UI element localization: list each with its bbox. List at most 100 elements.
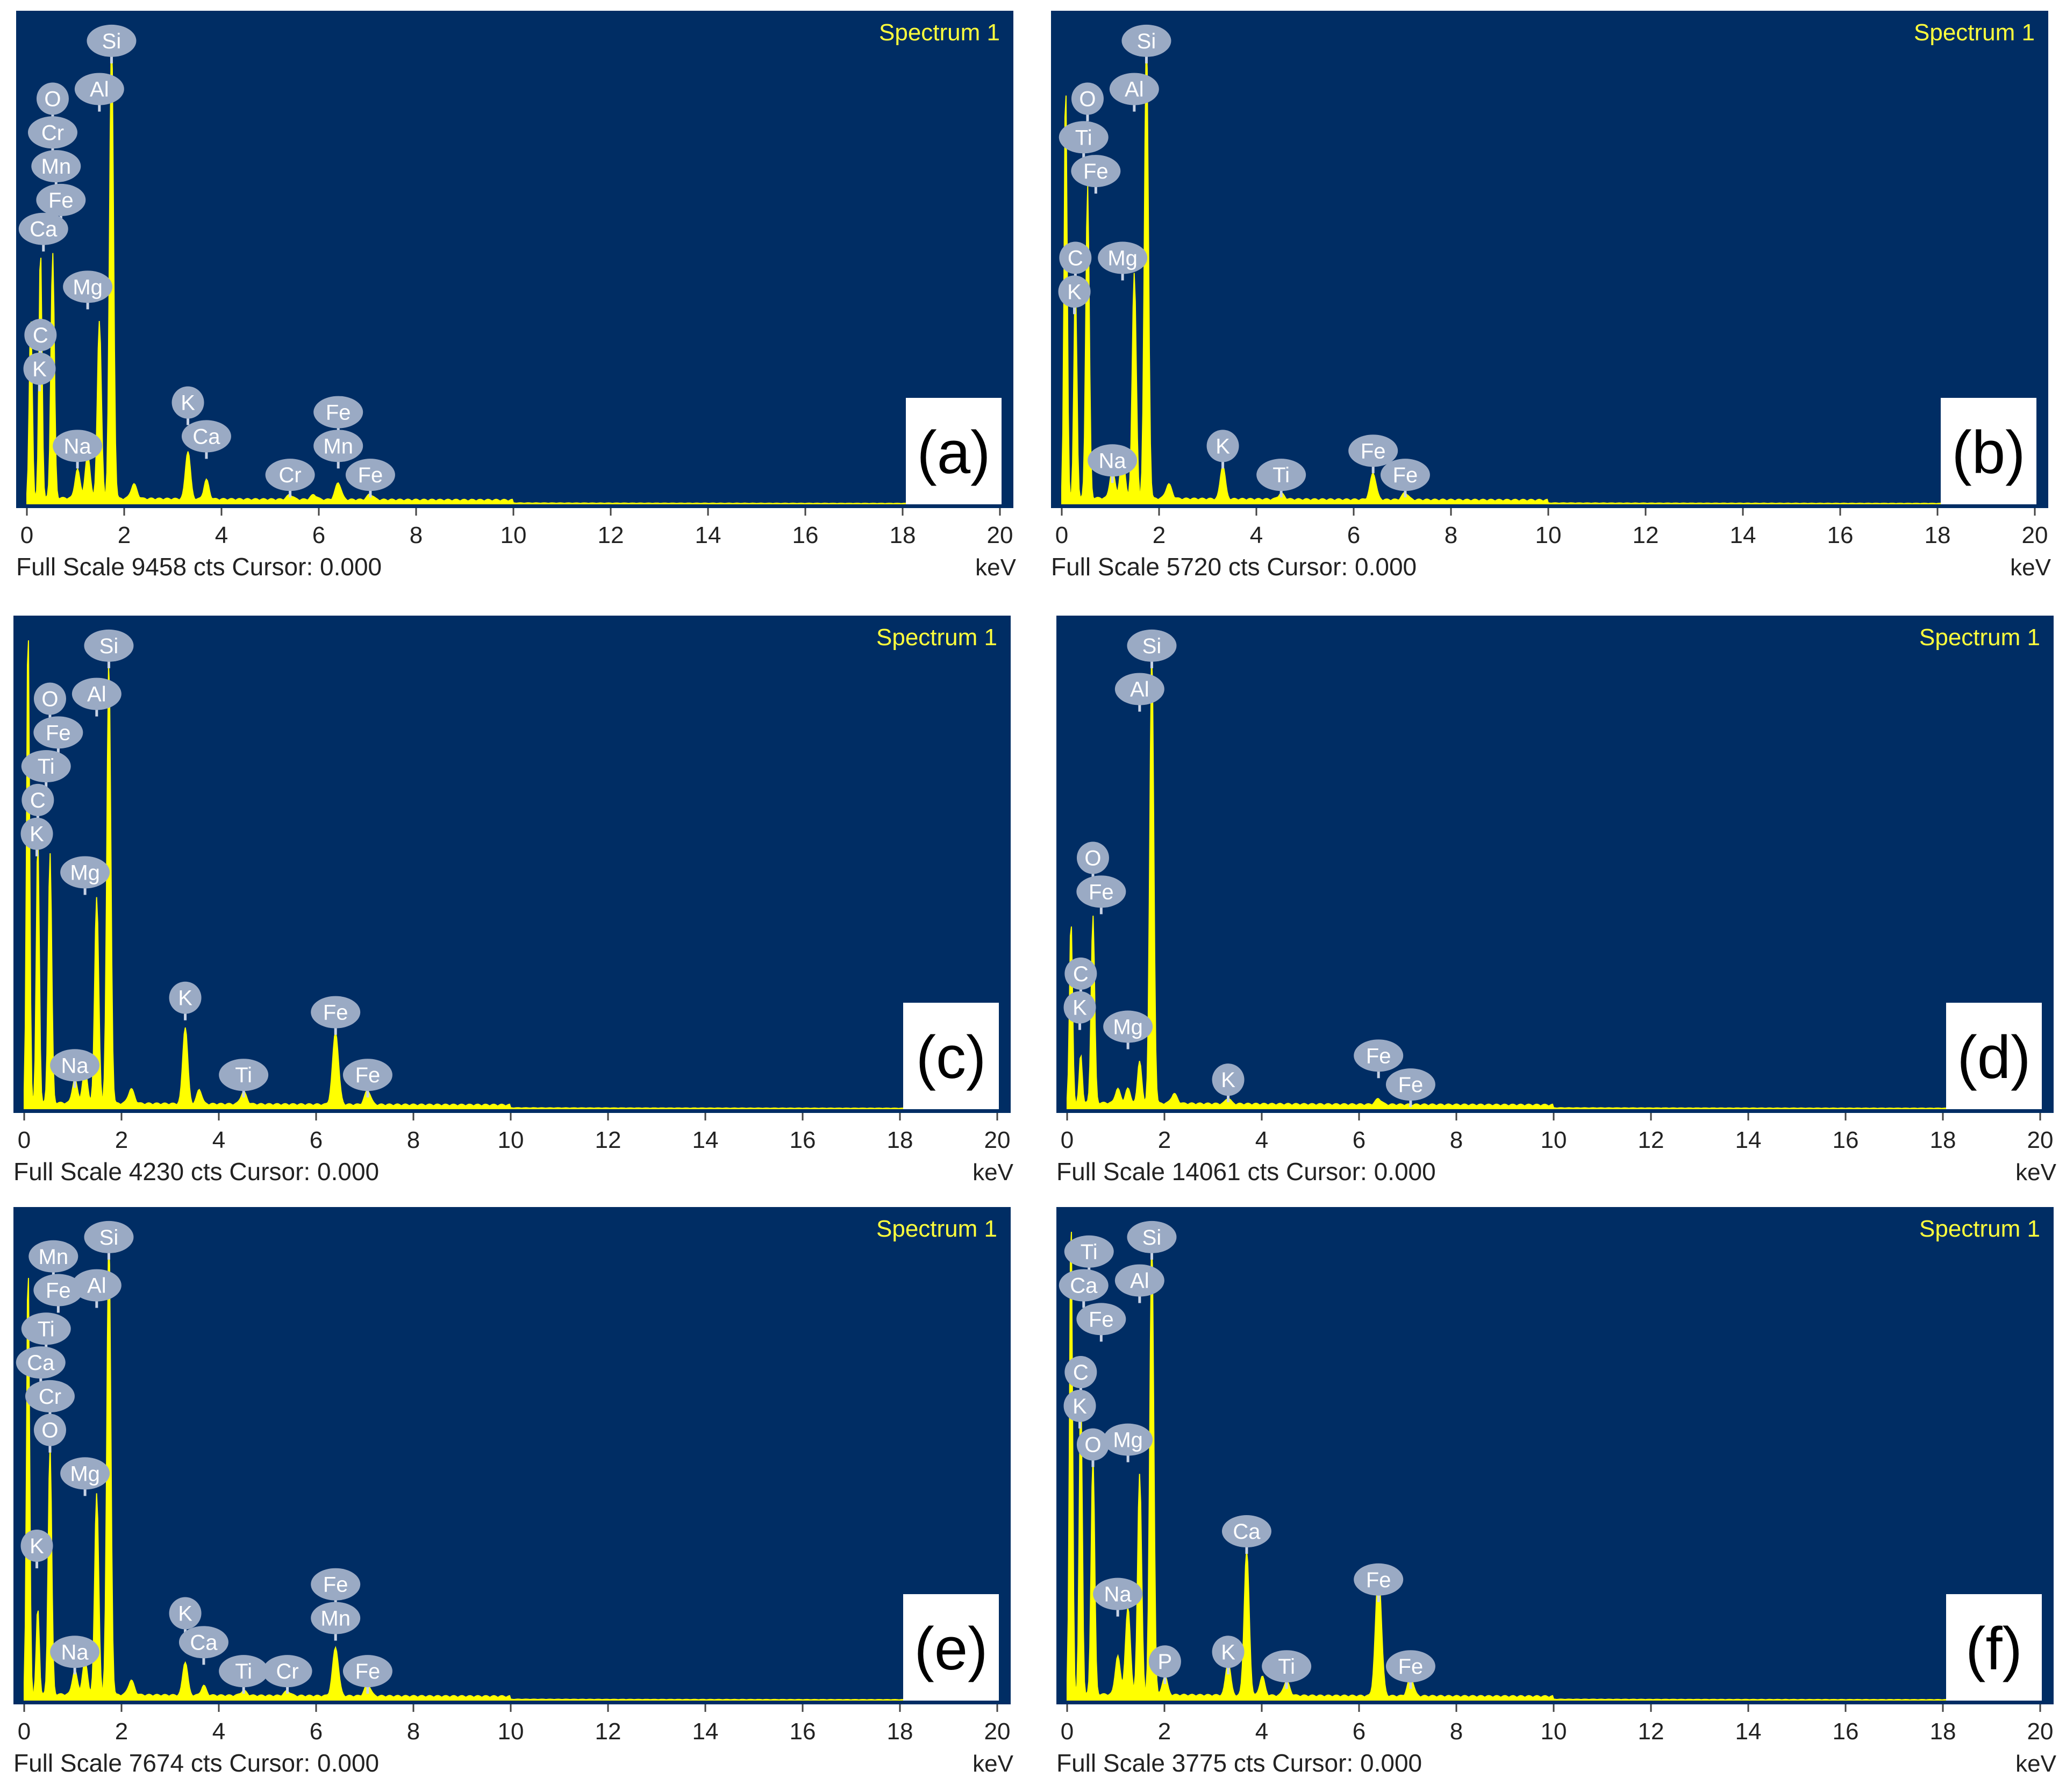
element-marker-bubble [181, 420, 231, 453]
element-marker-ti: Ti [21, 750, 71, 789]
element-marker-ca: Ca [1059, 1269, 1109, 1308]
element-label: Mn [323, 434, 353, 458]
element-marker-bubble [1114, 1264, 1164, 1297]
element-label: Ti [235, 1063, 252, 1087]
element-label: Na [1104, 1583, 1132, 1607]
element-label: Ti [1278, 1655, 1295, 1679]
full-scale-readout: Full Scale 3775 cts Cursor: 0.000 [1056, 1749, 1422, 1777]
element-marker-c: C [24, 319, 57, 358]
element-marker-cr: Cr [262, 1655, 312, 1694]
element-marker-c: C [1064, 957, 1097, 996]
spectrum-chart: Si Al O Ti Fe C Mg K Na K Ti Fe Fe Spectrum 1 (b) 0 2 4 6 8… [1051, 11, 2051, 581]
x-tick-label: 20 [987, 522, 1013, 548]
spectrum-title: Spectrum 1 [1919, 1216, 2040, 1242]
element-marker-bubble [1059, 121, 1109, 154]
element-marker-fe: Fe [311, 996, 361, 1035]
element-marker-ti: Ti [1262, 1650, 1312, 1689]
element-marker-bubble [27, 116, 77, 149]
element-label: Fe [358, 463, 383, 487]
element-label: C [33, 324, 48, 347]
element-label: Si [99, 634, 119, 658]
x-tick-label: 6 [312, 522, 325, 548]
element-marker-bubble [63, 270, 113, 303]
x-tick-label: 4 [1250, 522, 1263, 548]
x-tick-label: 2 [115, 1718, 128, 1745]
element-marker-bubble [313, 396, 363, 429]
element-marker-bubble [1103, 1010, 1153, 1043]
element-label: K [178, 987, 192, 1010]
x-tick-label: 10 [498, 1718, 524, 1745]
element-marker-p: P [1148, 1645, 1181, 1684]
element-label: Ca [192, 425, 220, 448]
element-marker-mg: Mg [63, 270, 113, 310]
element-marker-fe: Fe [33, 1274, 83, 1313]
x-tick-label: 18 [1925, 522, 1951, 548]
x-tick-label: 14 [692, 1718, 719, 1745]
full-scale-readout: Full Scale 4230 cts Cursor: 0.000 [13, 1158, 379, 1186]
x-tick-label: 6 [1353, 1718, 1365, 1745]
plot-area [1051, 11, 2048, 508]
element-marker-bubble [342, 1059, 392, 1091]
element-marker-mg: Mg [1103, 1423, 1153, 1462]
element-label: Cr [39, 1385, 61, 1409]
element-label: Mn [320, 1607, 351, 1631]
element-marker-bubble [53, 430, 103, 462]
element-marker-bubble [84, 1220, 134, 1253]
x-tick-label: 2 [1158, 1718, 1171, 1745]
x-tick-label: 8 [410, 522, 423, 548]
element-marker-bubble [31, 150, 81, 183]
element-marker-bubble [1071, 82, 1104, 115]
element-marker-bubble [16, 1346, 66, 1379]
element-marker-bubble [87, 24, 137, 57]
x-tick-label: 0 [18, 1718, 31, 1745]
element-marker-bubble [345, 459, 395, 491]
panel-label-box [1946, 1003, 2042, 1109]
x-tick-label: 0 [1061, 1718, 1074, 1745]
element-marker-al: Al [1114, 1264, 1164, 1303]
panel-label: (f) [1965, 1615, 2022, 1682]
element-marker-bubble [20, 817, 53, 850]
x-axis-unit: keV [2015, 1751, 2056, 1777]
element-marker-bubble [1064, 1356, 1097, 1389]
element-label: Na [64, 434, 92, 458]
spectrum-panel-d: Si Al O Fe C K Mg K Fe Fe Spectrum 1 (d) 0 2 4 6 8 10 12 14… [1056, 616, 2059, 1186]
x-tick-label: 0 [1055, 522, 1068, 548]
element-marker-bubble [1127, 629, 1177, 662]
panel-label: (b) [1952, 419, 2026, 486]
element-label: Si [1142, 1226, 1162, 1250]
element-marker-fe: Fe [342, 1655, 392, 1694]
element-label: Fe [1366, 1568, 1391, 1592]
element-marker-bubble [25, 1380, 75, 1412]
element-label: K [1221, 1068, 1235, 1092]
element-marker-bubble [1103, 1423, 1153, 1456]
x-tick-label: 18 [890, 522, 916, 548]
element-label: Si [99, 1226, 119, 1250]
x-tick-label: 2 [1153, 522, 1166, 548]
element-marker-fe: Fe [1076, 1303, 1126, 1342]
element-marker-ti: Ti [1064, 1235, 1114, 1274]
panel-label-box [903, 1594, 999, 1701]
x-tick-label: 16 [1833, 1127, 1859, 1153]
x-tick-label: 6 [310, 1127, 323, 1153]
element-marker-bubble [1071, 155, 1121, 188]
element-marker-si: Si [87, 24, 137, 63]
full-scale-readout: Full Scale 9458 cts Cursor: 0.000 [16, 553, 382, 581]
x-axis-unit: keV [2010, 554, 2051, 581]
element-marker-bubble [33, 1413, 66, 1446]
spectrum-trace [24, 1237, 998, 1701]
element-marker-mn: Mn [31, 150, 81, 189]
element-marker-si: Si [1127, 629, 1177, 668]
element-marker-ti: Ti [21, 1312, 71, 1352]
element-label: Fe [1398, 1655, 1424, 1679]
spectrum-title: Spectrum 1 [1914, 19, 2035, 46]
element-marker-bubble [1093, 1577, 1143, 1610]
x-tick-label: 2 [118, 522, 131, 548]
element-marker-bubble [1063, 1389, 1096, 1422]
element-marker-mg: Mg [60, 1457, 110, 1496]
element-marker-bubble [1064, 1235, 1114, 1268]
element-label: Fe [46, 1279, 71, 1303]
x-tick-label: 20 [2027, 1127, 2054, 1153]
x-tick-label: 18 [1930, 1718, 1956, 1745]
